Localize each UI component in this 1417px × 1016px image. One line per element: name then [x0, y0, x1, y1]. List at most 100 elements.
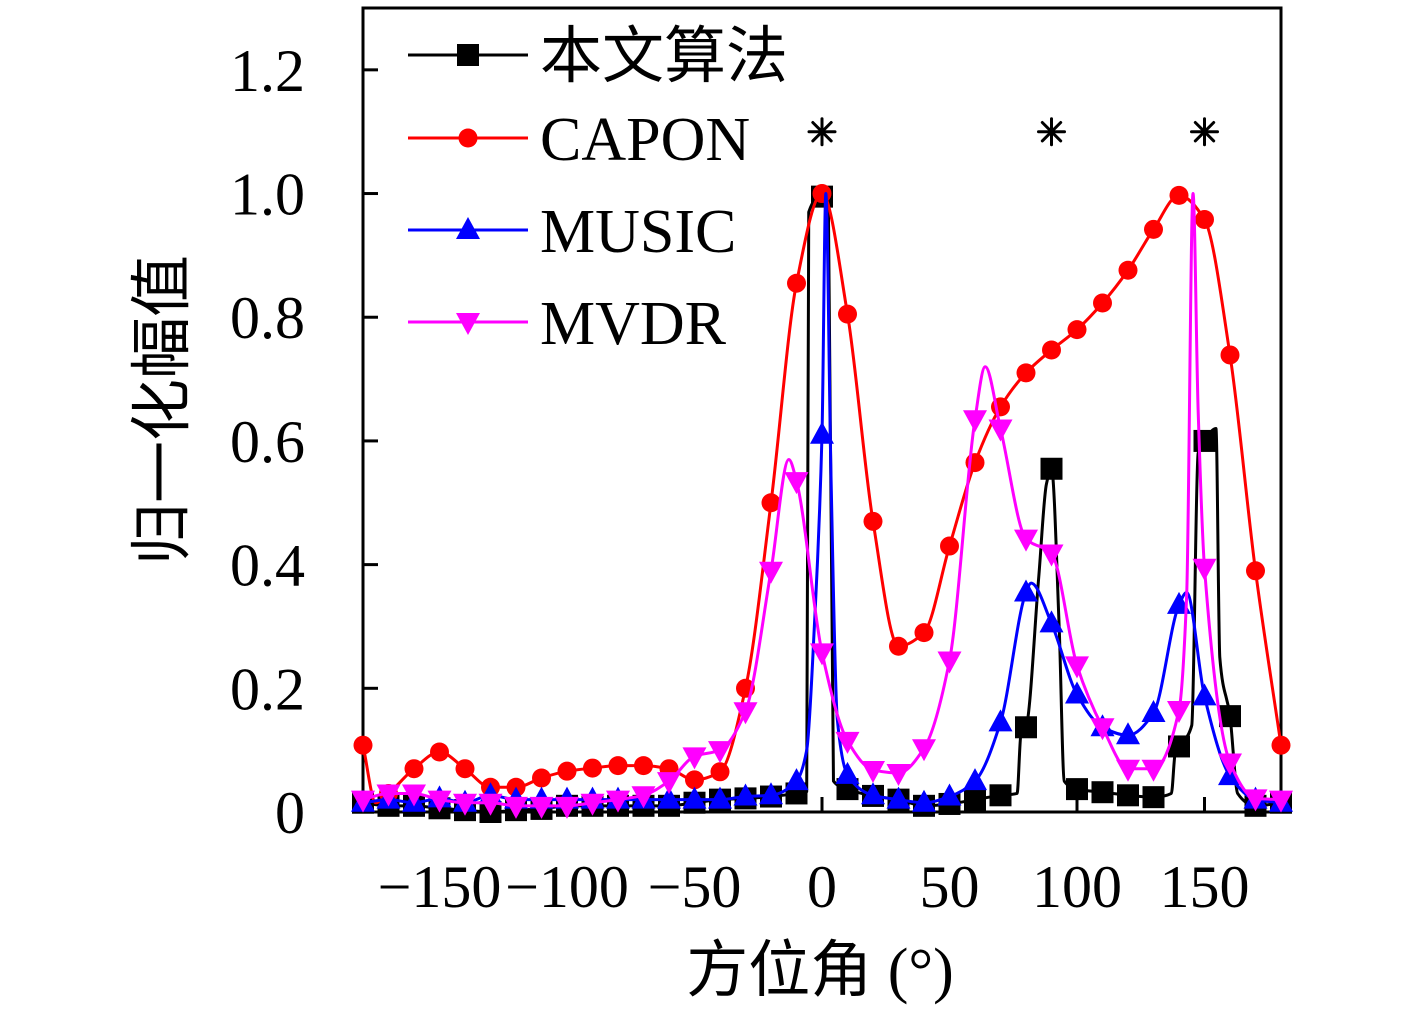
- series-4: [351, 192, 1293, 819]
- series-3-data-point: [1065, 681, 1089, 704]
- series-4-data-point: [784, 472, 809, 495]
- series-3-data-point: [912, 789, 936, 812]
- x-tick-label: 50: [920, 854, 980, 920]
- series-3-data-point: [759, 782, 783, 805]
- legend-marker: [458, 128, 478, 148]
- asterisk-stroke: [811, 120, 833, 143]
- series-3-data-point: [1039, 610, 1064, 633]
- series-1: [352, 185, 1292, 823]
- series-2-data-point: [353, 735, 373, 755]
- true-direction-markers: [807, 117, 1219, 147]
- series-4-data-point: [835, 731, 860, 754]
- y-axis-label: 归一化幅值: [129, 255, 197, 565]
- series-3-data-point: [963, 768, 987, 791]
- series-2-data-point: [455, 759, 475, 779]
- y-tick-label: 0.4: [230, 533, 305, 599]
- series-4-data-point: [1039, 544, 1064, 567]
- legend-entry: MUSIC: [408, 198, 736, 266]
- series-4-data-point: [1014, 529, 1038, 552]
- series-2-data-point: [812, 184, 832, 204]
- asterisk-stroke: [1040, 120, 1063, 143]
- legend-label: MVDR: [540, 290, 727, 358]
- series-2: [353, 184, 1291, 805]
- series-4-data-point: [504, 796, 528, 819]
- series-4-data-point: [810, 643, 834, 666]
- series-4-data-point: [861, 760, 885, 783]
- series-4-data-point: [376, 784, 401, 807]
- series-4-data-point: [912, 739, 936, 762]
- asterisk-stroke: [1193, 120, 1216, 143]
- series-2-data-point: [532, 768, 551, 788]
- legend-entry: 本文算法: [408, 23, 788, 91]
- series-2-data-point: [1093, 293, 1112, 313]
- series-4-data-point: [1116, 759, 1140, 782]
- series-3-line: [361, 192, 1283, 805]
- asterisk-marker: [1190, 117, 1219, 147]
- series-4-line: [361, 192, 1283, 808]
- series-4-data-point: [708, 741, 732, 764]
- series-2-data-point: [430, 742, 449, 762]
- series-1-data-point: [1193, 429, 1216, 452]
- series-2-line: [361, 192, 1283, 805]
- series-4-data-point: [631, 786, 656, 809]
- legend-label: MUSIC: [540, 198, 736, 266]
- x-axis-label: 方位角 (°): [686, 937, 954, 1005]
- series-2-data-point: [404, 759, 424, 779]
- legend-entry: CAPON: [408, 106, 750, 174]
- legend-label: CAPON: [540, 106, 750, 174]
- series-2-data-point: [1042, 340, 1061, 360]
- series-4-data-point: [682, 747, 707, 770]
- series-1-data-point: [1040, 457, 1063, 480]
- series-3-data-point: [708, 786, 732, 809]
- series-4-data-point: [1269, 790, 1293, 813]
- series-4-data-point: [1243, 789, 1268, 812]
- legend-marker: [456, 313, 480, 335]
- y-tick-label: 0.8: [230, 285, 305, 351]
- series-3-data-point: [886, 786, 911, 809]
- x-tick-label: −100: [505, 854, 629, 920]
- series-3-data-point: [733, 783, 758, 806]
- series-3: [351, 192, 1293, 812]
- legend: 本文算法 CAPON MUSIC MVDR: [408, 23, 788, 358]
- series-4-data-point: [402, 784, 426, 807]
- series-4-data-point: [1167, 700, 1191, 723]
- series-4-data-point: [886, 764, 911, 787]
- series-2-data-point: [710, 762, 730, 782]
- series-4-data-point: [988, 419, 1013, 442]
- series-3-data-point: [861, 782, 885, 805]
- series-4-data-point: [1192, 558, 1217, 581]
- series-2-data-point: [1144, 219, 1163, 239]
- axis-ticks: 0 0.2 0.4 0.6 0.8 1.0 1.2 −150 −100 −50 0 50 100 150: [230, 38, 1250, 920]
- series-2-data-point: [1271, 735, 1291, 755]
- series-2-data-point: [1016, 363, 1036, 383]
- y-tick-label: 0.2: [230, 656, 305, 722]
- series-2-data-point: [761, 493, 781, 513]
- legend-marker: [456, 217, 480, 239]
- x-tick-label: −150: [378, 854, 502, 920]
- series-3-data-point: [937, 783, 962, 806]
- series-2-data-point: [914, 623, 934, 643]
- series-4-data-point: [657, 772, 681, 795]
- series-1-data-point: [1015, 716, 1037, 739]
- series-1-data-point: [1117, 784, 1139, 807]
- series-2-data-point: [889, 636, 908, 656]
- series-1-data-point: [1091, 781, 1114, 804]
- series-2-data-point: [634, 756, 653, 776]
- series-2-data-point: [838, 304, 857, 324]
- series-2-data-point: [1118, 260, 1138, 280]
- x-tick-label: 100: [1032, 854, 1122, 920]
- series-3-data-point: [835, 761, 860, 784]
- asterisk-marker: [1037, 117, 1066, 147]
- x-tick-label: 150: [1160, 854, 1250, 920]
- series-4-data-point: [937, 651, 962, 674]
- y-tick-label: 0: [275, 780, 305, 846]
- series-3-data-point: [1116, 722, 1140, 745]
- series-1-data-point: [1142, 786, 1165, 809]
- series-4-data-point: [453, 793, 477, 816]
- series-4-data-point: [733, 702, 758, 725]
- series-1-data-point: [1066, 778, 1088, 801]
- x-tick-label: −50: [648, 854, 742, 920]
- series-4-data-point: [1090, 718, 1115, 741]
- series-3-data-point: [1014, 579, 1038, 602]
